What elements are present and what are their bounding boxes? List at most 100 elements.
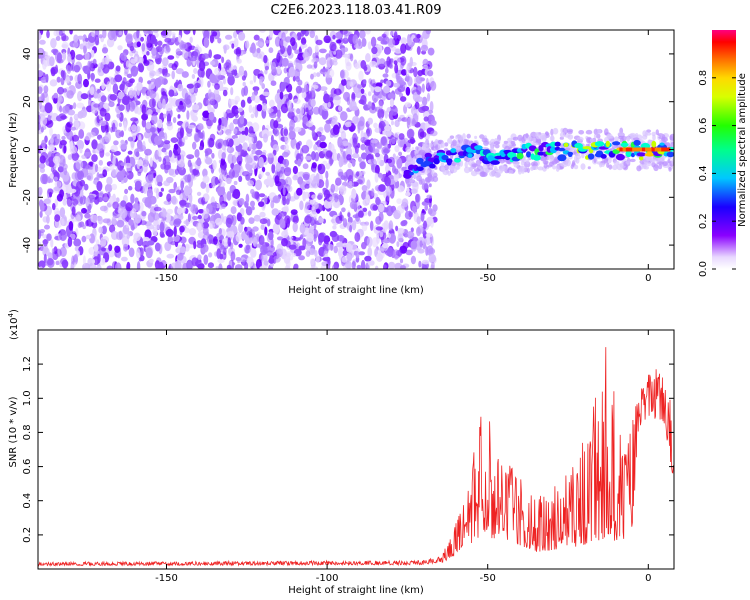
spectrogram-noise-blob xyxy=(76,139,85,151)
spectrogram-noise-blob xyxy=(375,196,381,206)
spectrogram-signal-halo xyxy=(575,157,580,164)
spectrogram-noise-blob xyxy=(124,86,128,95)
spectrogram-noise-blob xyxy=(276,236,284,241)
spectrogram-noise-blob xyxy=(416,216,421,225)
spectrogram-noise-blob xyxy=(260,224,265,230)
spectrogram-noise-blob xyxy=(311,129,316,138)
spectrogram-noise-blob xyxy=(142,164,148,173)
spectrogram-noise-blob xyxy=(386,130,392,137)
spectrogram-noise-blob xyxy=(281,206,289,212)
spectrogram-noise-blob xyxy=(273,120,279,129)
spectrogram-signal-halo xyxy=(474,135,478,139)
spectrogram-noise-blob xyxy=(50,38,57,49)
spectrogram-noise-blob xyxy=(250,188,255,195)
spectrogram-noise-blob xyxy=(192,215,199,221)
spectrogram-signal-halo xyxy=(426,170,430,174)
spectrogram-noise-blob xyxy=(243,70,248,79)
spectrogram-noise-blob xyxy=(313,201,319,210)
spectrogram-signal-halo xyxy=(629,158,636,163)
spectrogram-noise-blob xyxy=(117,45,123,51)
spectrogram-noise-blob xyxy=(186,154,195,160)
spectrogram-noise-blob xyxy=(282,196,287,206)
spectrogram-noise-blob xyxy=(272,195,281,204)
spectrogram-noise-blob xyxy=(153,206,162,212)
spectrogram-noise-blob xyxy=(375,82,383,87)
spectrogram-noise-blob xyxy=(391,120,394,126)
spectrogram-noise-blob xyxy=(166,193,172,202)
spectrogram-noise-blob xyxy=(179,127,185,138)
x-tick-label: -100 xyxy=(316,573,339,584)
spectrogram-noise-blob xyxy=(124,162,132,169)
spectrogram-noise-blob xyxy=(354,63,360,70)
spectrogram-noise-blob xyxy=(213,54,222,60)
spectrogram-noise-blob xyxy=(247,96,252,104)
spectrogram-noise-blob xyxy=(144,182,153,188)
spectrogram-noise-blob xyxy=(84,213,91,219)
spectrogram-noise-blob xyxy=(130,58,137,64)
spectrogram-noise-blob xyxy=(45,73,49,83)
spectrogram-noise-blob xyxy=(251,149,257,155)
spectrogram-noise-blob xyxy=(360,259,366,269)
spectrogram-noise-blob xyxy=(389,98,395,107)
spectrogram-noise-blob xyxy=(270,134,274,143)
spectrogram-noise-blob xyxy=(377,172,383,178)
spectrogram-noise-blob xyxy=(77,111,84,119)
spectrogram-noise-blob xyxy=(399,140,405,148)
spectrogram-noise-blob xyxy=(375,226,383,231)
spectrogram-noise-blob xyxy=(265,39,269,44)
spectrogram-noise-blob xyxy=(397,233,404,243)
spectrogram-signal-peak xyxy=(635,147,642,152)
spectrogram-noise-blob xyxy=(193,170,200,177)
spectrogram-noise-blob xyxy=(384,125,392,132)
spectrogram-noise-blob xyxy=(179,236,187,244)
spectrogram-noise-blob xyxy=(385,67,389,74)
spectrogram-signal-blob xyxy=(557,154,567,162)
spectrogram-noise-blob xyxy=(361,170,366,175)
spectrogram-noise-blob xyxy=(371,188,375,197)
spectrogram-noise-blob xyxy=(267,152,275,158)
spectrogram-signal-halo xyxy=(409,179,416,184)
spectrogram-noise-blob xyxy=(369,105,377,114)
spectrogram-noise-blob xyxy=(217,37,222,44)
spectrogram-noise-blob xyxy=(219,246,227,253)
spectrogram-noise-blob xyxy=(62,105,70,114)
spectrogram-noise-blob xyxy=(148,258,154,263)
spectrogram-signal-halo xyxy=(510,140,516,145)
spectrogram-noise-blob xyxy=(310,258,315,266)
spectrogram-noise-blob xyxy=(265,171,271,176)
spectrogram-noise-blob xyxy=(289,126,296,137)
spectrogram-noise-blob xyxy=(269,30,274,38)
spectrogram-signal-halo xyxy=(606,133,613,139)
spectrogram-noise-blob xyxy=(250,200,255,207)
spectrogram-noise-blob xyxy=(39,266,43,269)
spectrogram-noise-blob xyxy=(430,130,438,137)
spectrogram-noise-blob xyxy=(159,46,165,55)
spectrogram-noise-blob xyxy=(296,187,303,196)
spectrogram-noise-blob xyxy=(226,264,232,269)
spectrogram-noise-blob xyxy=(303,191,310,199)
spectrogram-noise-blob xyxy=(344,34,348,41)
spectrogram-signal-halo xyxy=(481,137,488,143)
spectrogram-signal-blob xyxy=(507,151,517,159)
spectrogram-noise-blob xyxy=(62,88,68,93)
spectrogram-noise-blob xyxy=(332,264,338,269)
spectrogram-noise-blob xyxy=(142,90,146,96)
spectrogram-noise-blob xyxy=(370,203,377,211)
spectrogram-noise-blob xyxy=(231,154,237,164)
spectrogram-noise-blob xyxy=(201,53,210,59)
spectrogram-noise-blob xyxy=(294,263,299,269)
y-tick-label: 40 xyxy=(22,48,33,61)
spectrogram-noise-blob xyxy=(242,171,250,177)
spectrogram-noise-blob xyxy=(218,173,224,183)
spectrogram-noise-blob xyxy=(228,138,234,147)
spectrogram-noise-blob xyxy=(89,161,93,167)
spectrogram-noise-blob xyxy=(391,136,396,145)
spectrogram-noise-blob xyxy=(44,135,48,143)
spectrogram-noise-blob xyxy=(345,243,353,253)
spectrogram-noise-blob xyxy=(263,178,271,186)
spectrogram-noise-blob xyxy=(126,230,131,240)
spectrogram-signal-halo xyxy=(530,161,538,167)
spectrogram-noise-blob xyxy=(385,162,390,173)
spectrogram-noise-blob xyxy=(66,90,74,99)
spectrogram-noise-blob xyxy=(50,239,54,248)
